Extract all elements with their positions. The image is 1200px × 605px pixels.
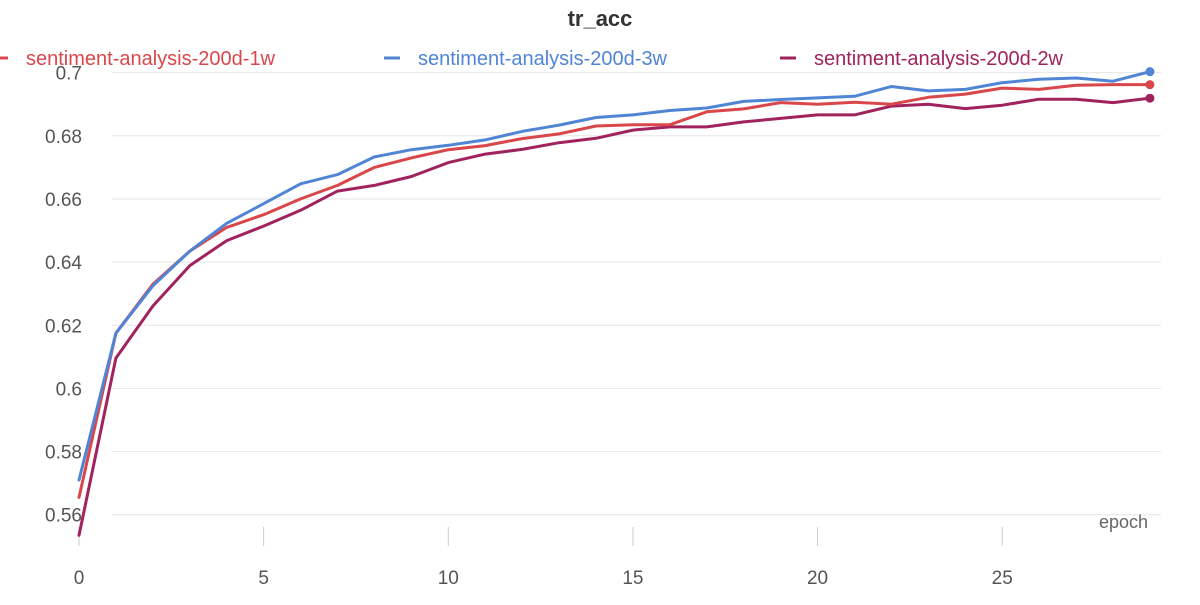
grid xyxy=(112,72,1161,516)
y-tick-label: 0.62 xyxy=(45,316,82,337)
x-axis-label: epoch xyxy=(1099,512,1148,532)
chart-title: tr_acc xyxy=(568,6,633,31)
x-tick-label: 20 xyxy=(807,568,828,589)
series-line xyxy=(77,70,1152,482)
y-tick-label: 0.56 xyxy=(45,506,82,527)
legend-label: sentiment-analysis-200d-2w xyxy=(814,48,1064,70)
x-ticks xyxy=(78,527,1003,546)
y-tick-label: 0.7 xyxy=(56,64,82,85)
y-tick-label: 0.64 xyxy=(45,253,82,274)
y-tick-label: 0.58 xyxy=(45,443,82,464)
series-end-point xyxy=(1145,93,1155,103)
x-tick-label: 15 xyxy=(622,568,643,589)
legend-item[interactable]: sentiment-analysis-200d-1w xyxy=(0,48,276,70)
y-tick-label: 0.68 xyxy=(45,127,82,148)
legend: sentiment-analysis-200d-1w sentiment-anal… xyxy=(0,48,1064,70)
x-tick-label: 0 xyxy=(74,568,85,589)
series-end-point xyxy=(1145,80,1155,90)
y-tick-labels: 0.56 0.58 0.6 0.62 0.64 0.66 0.68 0.7 xyxy=(45,64,82,527)
y-tick-label: 0.6 xyxy=(56,379,82,400)
legend-label: sentiment-analysis-200d-1w xyxy=(26,48,276,70)
y-tick-label: 0.66 xyxy=(45,190,82,211)
series-end-point xyxy=(1145,67,1155,77)
series-line xyxy=(77,83,1152,499)
series-line xyxy=(77,96,1152,537)
legend-label: sentiment-analysis-200d-3w xyxy=(418,48,668,70)
x-tick-label: 10 xyxy=(438,568,459,589)
x-tick-labels: 0 5 10 15 20 25 xyxy=(74,568,1013,589)
legend-item[interactable]: sentiment-analysis-200d-3w xyxy=(384,48,668,70)
x-tick-label: 5 xyxy=(258,568,269,589)
x-tick-label: 25 xyxy=(992,568,1013,589)
legend-item[interactable]: sentiment-analysis-200d-2w xyxy=(780,48,1064,70)
series xyxy=(77,67,1155,537)
